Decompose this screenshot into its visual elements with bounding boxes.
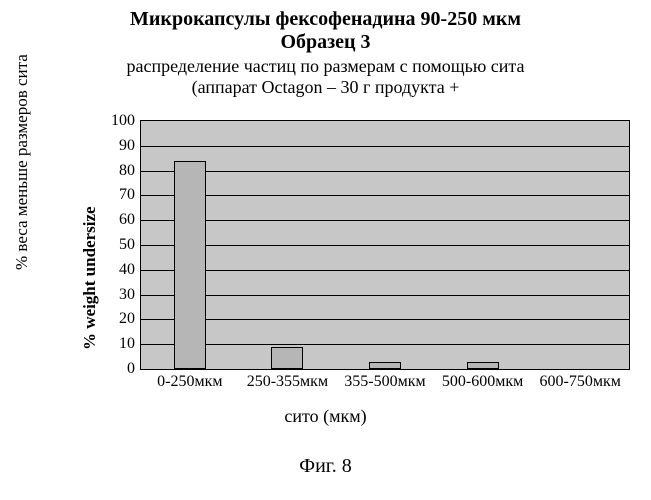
y-tick-label: 80 [101,162,135,180]
chart-area: % weight undersize 010203040506070809010… [60,120,635,400]
x-tick-label: 355-500мкм [344,373,425,391]
y-tick-label: 0 [101,360,135,378]
plot-region: 01020304050607080901000-250мкм250-355мкм… [140,120,630,370]
x-tick-label: 600-750мкм [540,373,621,391]
y-tick-label: 60 [101,211,135,229]
bar-slot: 250-355мкм [239,121,337,369]
y-tick-label: 20 [101,310,135,328]
title-line-2: Образец 3 [0,31,651,54]
title-line-1: Микрокапсулы фексофенадина 90-250 мкм [0,8,651,31]
page-root: Микрокапсулы фексофенадина 90-250 мкм Об… [0,0,651,500]
y-tick-label: 70 [101,186,135,204]
bar [271,347,303,369]
bar [174,161,206,369]
y-tick-label: 10 [101,335,135,353]
y-tick-label: 40 [101,261,135,279]
subtitle-line-1: распределение частиц по размерам с помощ… [0,56,651,77]
y-tick-label: 50 [101,236,135,254]
x-tick-label: 250-355мкм [247,373,328,391]
bar-slot: 0-250мкм [141,121,239,369]
x-tick-label: 500-600мкм [442,373,523,391]
bar-slot: 500-600мкм [434,121,532,369]
y-tick-label: 30 [101,286,135,304]
x-axis-label: сито (мкм) [0,406,651,427]
y-tick-label: 90 [101,137,135,155]
figure-label: Фиг. 8 [0,455,651,478]
outer-y-axis-label: % веса меньше размеров сита [12,54,32,270]
subtitle-line-2: (аппарат Octagon – 30 г продукта + [0,77,651,98]
bar-slot: 600-750мкм [531,121,629,369]
bar [467,362,499,369]
inner-y-axis-label: % weight undersize [80,206,100,350]
bar-slot: 355-500мкм [336,121,434,369]
title-block: Микрокапсулы фексофенадина 90-250 мкм Об… [0,8,651,97]
bar [369,362,401,369]
x-tick-label: 0-250мкм [157,373,222,391]
y-tick-label: 100 [101,112,135,130]
